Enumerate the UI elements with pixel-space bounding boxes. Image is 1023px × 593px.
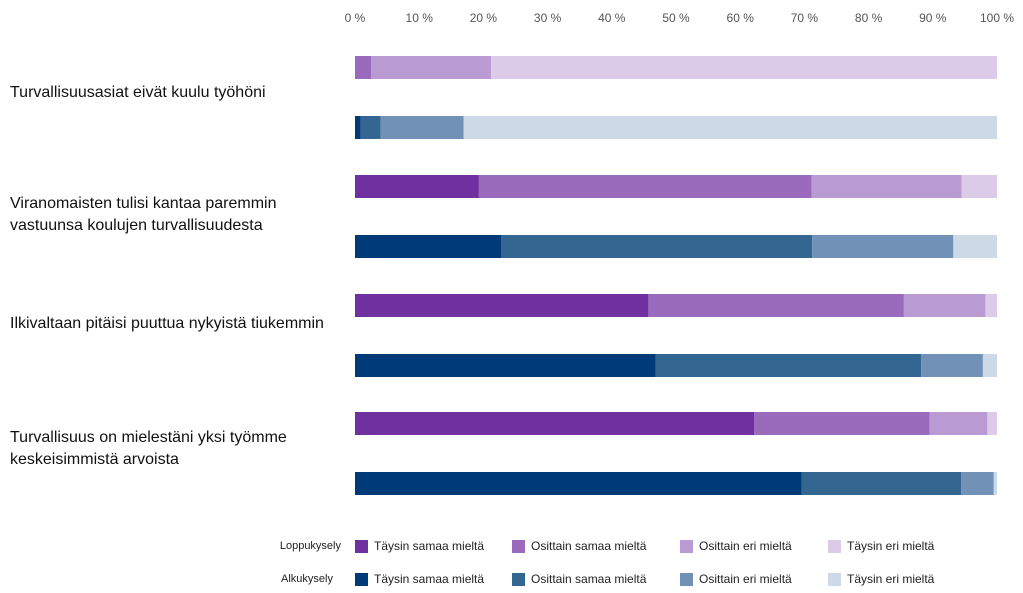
- bar-groups: [355, 56, 997, 495]
- bar-segment: [355, 175, 479, 198]
- legend-label: Täysin samaa mieltä: [374, 572, 485, 586]
- bar-segment: [985, 294, 997, 317]
- bar-segment: [491, 56, 997, 79]
- x-tick-label: 50 %: [662, 11, 690, 25]
- x-tick-label: 90 %: [919, 11, 947, 25]
- legend-label: Täysin eri mieltä: [847, 539, 935, 553]
- bar-segment: [655, 354, 922, 377]
- category-label: Ilkivaltaan pitäisi puuttua nykyistä tiu…: [10, 315, 324, 332]
- category-label: Turvallisuus on mielestäni yksi työmme k…: [10, 429, 287, 468]
- bar-segment: [648, 294, 904, 317]
- bar-segment: [463, 116, 997, 139]
- x-tick-label: 70 %: [791, 11, 819, 25]
- x-tick-label: 80 %: [855, 11, 883, 25]
- legend-label: Täysin samaa mieltä: [374, 539, 485, 553]
- bar-segment: [961, 175, 997, 198]
- x-tick-label: 0 %: [345, 11, 366, 25]
- bar-segment: [921, 354, 983, 377]
- x-tick-label: 20 %: [470, 11, 498, 25]
- bar-segment: [961, 472, 994, 495]
- bar-segment: [982, 354, 997, 377]
- x-tick-label: 40 %: [598, 11, 626, 25]
- legend-row-alkukysely: Alkukysely Täysin samaa mieltä Osittain …: [0, 570, 1023, 590]
- bar-segment: [811, 175, 962, 198]
- legend-label: Osittain samaa mieltä: [531, 539, 647, 553]
- bar-segment: [754, 412, 930, 435]
- legend-label: Osittain eri mieltä: [699, 539, 792, 553]
- bar-segment: [993, 472, 997, 495]
- legend-swatch: [355, 573, 368, 586]
- legend-swatch: [680, 573, 693, 586]
- bar-segment: [371, 56, 492, 79]
- category-label: Turvallisuusasiat eivät kuulu työhöni: [10, 84, 266, 101]
- bar-segment: [355, 116, 361, 139]
- x-axis-tick-labels: 0 % 10 % 20 % 30 % 40 % 50 % 60 % 70 % 80 % 90 % 1…: [345, 11, 1015, 25]
- x-tick-label: 100 %: [980, 11, 1014, 25]
- legend-label: Osittain eri mieltä: [699, 572, 792, 586]
- bar-segment: [953, 235, 997, 258]
- bar-segment: [380, 116, 464, 139]
- legend-survey-label: Alkukysely: [281, 573, 333, 585]
- category-label: Viranomaisten tulisi kantaa paremmin vas…: [10, 195, 277, 234]
- bar-segment: [355, 294, 649, 317]
- bar-segment: [987, 412, 997, 435]
- bar-segment: [801, 472, 962, 495]
- bar-segment: [812, 235, 954, 258]
- bar-segment: [355, 354, 656, 377]
- x-tick-label: 60 %: [727, 11, 755, 25]
- legend-row-loppukysely: Loppukysely Täysin samaa mieltä Osittain…: [0, 537, 1023, 557]
- legend-survey-label: Loppukysely: [279, 540, 341, 552]
- bar-segment: [478, 175, 812, 198]
- bar-segment: [360, 116, 381, 139]
- legend-label: Osittain samaa mieltä: [531, 572, 647, 586]
- bar-segment: [903, 294, 986, 317]
- legend-swatch: [512, 573, 525, 586]
- bar-segment: [355, 235, 502, 258]
- legend-swatch: [355, 540, 368, 553]
- legend-swatch: [680, 540, 693, 553]
- x-tick-label: 10 %: [406, 11, 434, 25]
- legend-label: Täysin eri mieltä: [847, 572, 935, 586]
- legend-swatch: [828, 540, 841, 553]
- bar-segment: [355, 412, 755, 435]
- bar-segment: [355, 56, 372, 79]
- x-tick-label: 30 %: [534, 11, 562, 25]
- bar-segment: [501, 235, 813, 258]
- legend-swatch: [512, 540, 525, 553]
- bar-segment: [355, 472, 802, 495]
- legend-swatch: [828, 573, 841, 586]
- bar-segment: [929, 412, 988, 435]
